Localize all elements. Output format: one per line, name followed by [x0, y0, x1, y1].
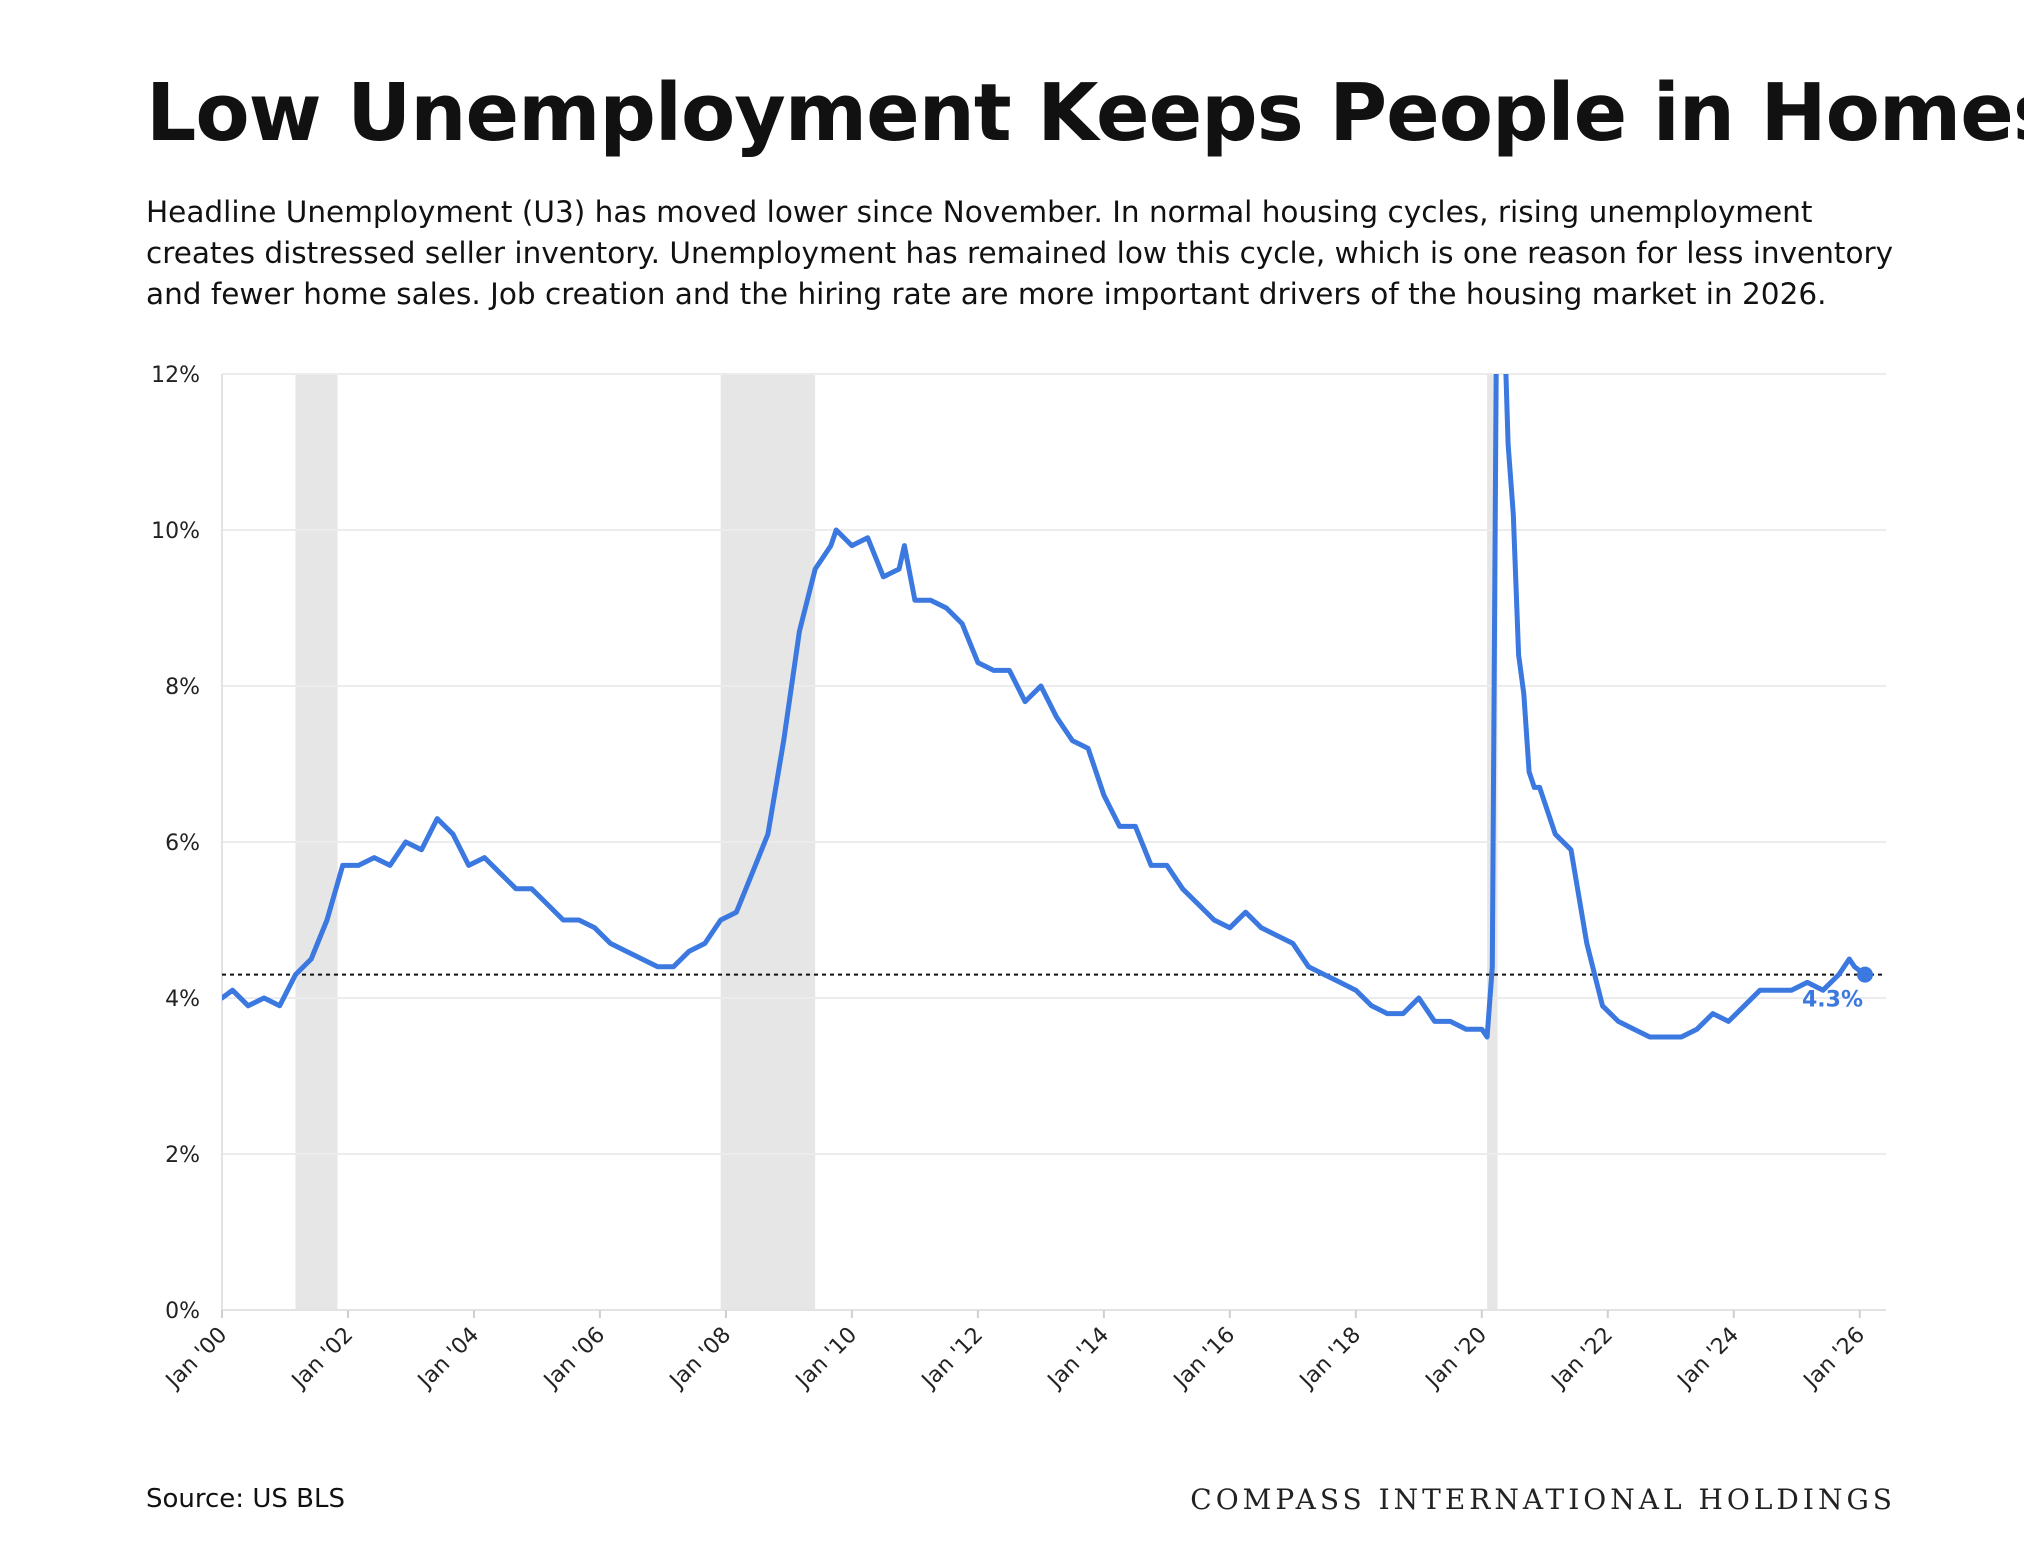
y-tick-label: 2% [165, 1143, 200, 1168]
y-tick-label: 10% [151, 519, 200, 544]
x-tick-label: Jan '02 [286, 1323, 358, 1395]
x-tick-label: Jan '18 [1294, 1323, 1366, 1395]
latest-value-marker [1857, 966, 1874, 983]
chart-subtitle: Headline Unemployment (U3) has moved low… [146, 195, 1894, 311]
x-tick-label: Jan '10 [790, 1323, 862, 1395]
latest-value-label: 4.3% [1802, 988, 1863, 1013]
y-tick-label: 4% [165, 987, 200, 1012]
brand-wordmark: COMPASS INTERNATIONAL HOLDINGS [1190, 1483, 1896, 1516]
source-note: Source: US BLS [146, 1484, 345, 1514]
gridlines [222, 373, 1886, 1155]
y-tick-label: 12% [151, 363, 200, 388]
x-tick-label: Jan '06 [538, 1323, 610, 1395]
x-tick-label: Jan '08 [664, 1323, 736, 1395]
unemployment-series-line [222, 374, 1868, 1040]
x-axis-ticks: Jan '00 Jan '02 Jan '04 Jan '06 Jan '08 Jan '… [160, 1310, 1870, 1395]
x-tick-label: Jan '20 [1420, 1323, 1492, 1395]
y-axis-ticks: 0% 2% 4% 6% 8% 10% 12% [151, 363, 200, 1324]
y-tick-label: 8% [165, 675, 200, 700]
x-tick-label: Jan '16 [1168, 1323, 1240, 1395]
x-tick-label: Jan '22 [1546, 1323, 1618, 1395]
chart-title: Low Unemployment Keeps People in Homes [146, 67, 2024, 159]
x-tick-label: Jan '12 [916, 1323, 988, 1395]
x-tick-label: Jan '26 [1798, 1323, 1870, 1395]
x-tick-label: Jan '00 [160, 1323, 232, 1395]
x-tick-label: Jan '04 [412, 1323, 484, 1395]
x-tick-label: Jan '14 [1042, 1323, 1114, 1395]
y-tick-label: 6% [165, 831, 200, 856]
y-tick-label: 0% [165, 1299, 200, 1324]
x-tick-label: Jan '24 [1672, 1323, 1744, 1395]
